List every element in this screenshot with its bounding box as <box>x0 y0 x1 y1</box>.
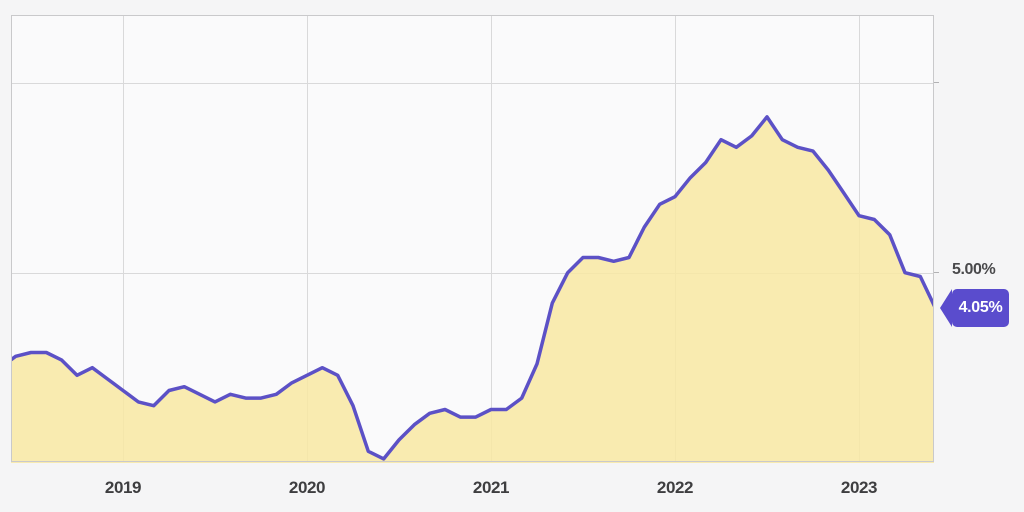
x-axis-label-2020: 2020 <box>288 478 326 497</box>
x-axis-label-2023: 2023 <box>840 478 878 497</box>
current-value-label: 4.05% <box>958 299 1003 316</box>
x-axis-label-2019: 2019 <box>104 478 142 497</box>
y-axis-label-5-percent: 5.00% <box>952 261 996 278</box>
series-line <box>11 115 934 461</box>
y-axis-tick-5-percent <box>934 272 939 273</box>
area-fill <box>11 116 934 463</box>
series-inflation <box>11 115 934 463</box>
plot-border <box>11 15 934 462</box>
x-axis-label-2021: 2021 <box>472 478 510 497</box>
y-axis-tick-10-percent <box>934 82 939 83</box>
x-axis-label-2022: 2022 <box>656 478 694 497</box>
current-value-badge: 4.05% <box>940 289 1009 327</box>
